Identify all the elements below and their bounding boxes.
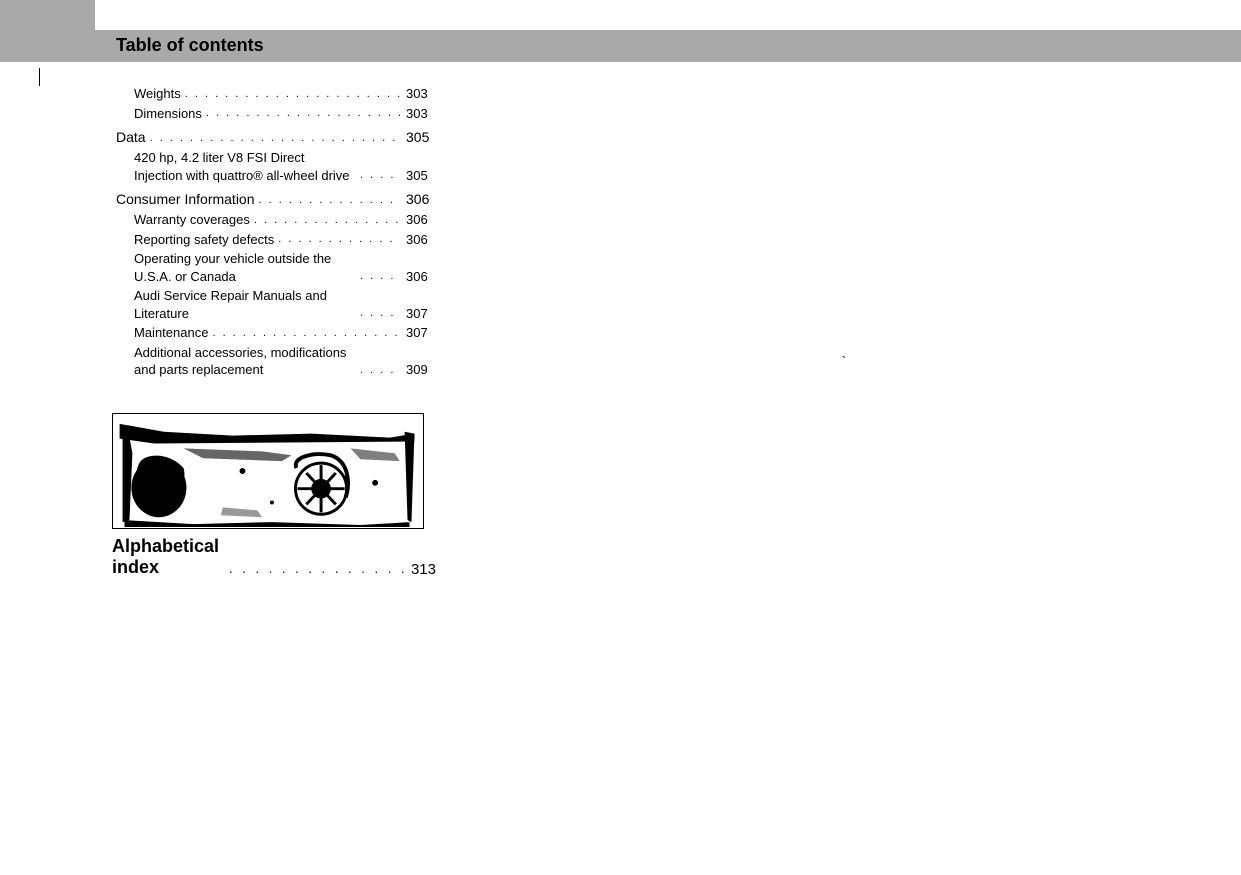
toc-row: Consumer Information. . . . . . . . . . … [116, 190, 436, 209]
toc-dots: . . . . . . . . . . . . . . . . . . . . … [250, 213, 400, 229]
header-title: Table of contents [116, 35, 264, 56]
toc-row: Additional accessories, modifications an… [116, 344, 436, 379]
toc-page: 303 [400, 105, 436, 123]
toc-row: Warranty coverages. . . . . . . . . . . … [116, 211, 436, 229]
toc-row: Weights. . . . . . . . . . . . . . . . .… [116, 85, 436, 103]
toc-page: 307 [400, 305, 436, 323]
alphabetical-index-row: Alphabetical index . . . . . . . . . . .… [112, 536, 436, 578]
toc-row: 420 hp, 4.2 liter V8 FSI Direct Injectio… [116, 149, 436, 184]
toc-dots: . . . . . . . . . . . . . . . . . . . . … [181, 87, 400, 103]
toc-row: Operating your vehicle outside the U.S.A… [116, 250, 436, 285]
toc-dots: . . . . . . . . . . . . . . . . . . . . … [255, 193, 400, 209]
index-title: Alphabetical index [112, 536, 219, 578]
toc-page: 306 [400, 231, 436, 249]
toc-dots: . . . . . . . . . . . . . . . . . . . . … [356, 168, 400, 184]
toc-label: Audi Service Repair Manuals and Literatu… [134, 287, 356, 322]
toc-row: Audi Service Repair Manuals and Literatu… [116, 287, 436, 322]
section-illustration [112, 413, 424, 529]
toc-dots: . . . . . . . . . . . . . . . . . . . . … [202, 106, 400, 122]
toc-page: 307 [400, 324, 436, 342]
toc-label: Additional accessories, modifications an… [134, 344, 356, 379]
index-dots: . . . . . . . . . . . . . . . . . . . . … [219, 561, 407, 578]
toc-row: Maintenance. . . . . . . . . . . . . . .… [116, 324, 436, 342]
toc-dots: . . . . . . . . . . . . . . . . . . . . … [356, 269, 400, 285]
toc-row: Reporting safety defects. . . . . . . . … [116, 231, 436, 249]
toc-label: Operating your vehicle outside the U.S.A… [134, 250, 356, 285]
index-page: 313 [407, 561, 436, 578]
toc-row: Data. . . . . . . . . . . . . . . . . . … [116, 128, 436, 147]
toc-label: Reporting safety defects [134, 231, 274, 249]
toc-page: 306 [400, 211, 436, 229]
toc-page: 306 [400, 190, 436, 209]
toc-page: 305 [400, 167, 436, 185]
toc-label: Consumer Information [116, 190, 255, 209]
toc-row: Dimensions. . . . . . . . . . . . . . . … [116, 105, 436, 123]
toc-content: Weights. . . . . . . . . . . . . . . . .… [116, 85, 436, 381]
toc-page: 309 [400, 361, 436, 379]
toc-label: Dimensions [134, 105, 202, 123]
toc-page: 305 [400, 128, 436, 147]
toc-dots: . . . . . . . . . . . . . . . . . . . . … [356, 306, 400, 322]
text-cursor-mark [39, 68, 40, 86]
toc-dots: . . . . . . . . . . . . . . . . . . . . … [356, 363, 400, 379]
toc-page: 303 [400, 85, 436, 103]
toc-dots: . . . . . . . . . . . . . . . . . . . . … [274, 232, 400, 248]
toc-label: 420 hp, 4.2 liter V8 FSI Direct Injectio… [134, 149, 356, 184]
toc-page: 306 [400, 268, 436, 286]
stray-mark: ` [840, 353, 850, 370]
toc-label: Weights [134, 85, 181, 103]
toc-label: Data [116, 128, 146, 147]
toc-label: Warranty coverages [134, 211, 250, 229]
toc-dots: . . . . . . . . . . . . . . . . . . . . … [208, 326, 400, 342]
toc-dots: . . . . . . . . . . . . . . . . . . . . … [146, 131, 400, 147]
toc-label: Maintenance [134, 324, 208, 342]
